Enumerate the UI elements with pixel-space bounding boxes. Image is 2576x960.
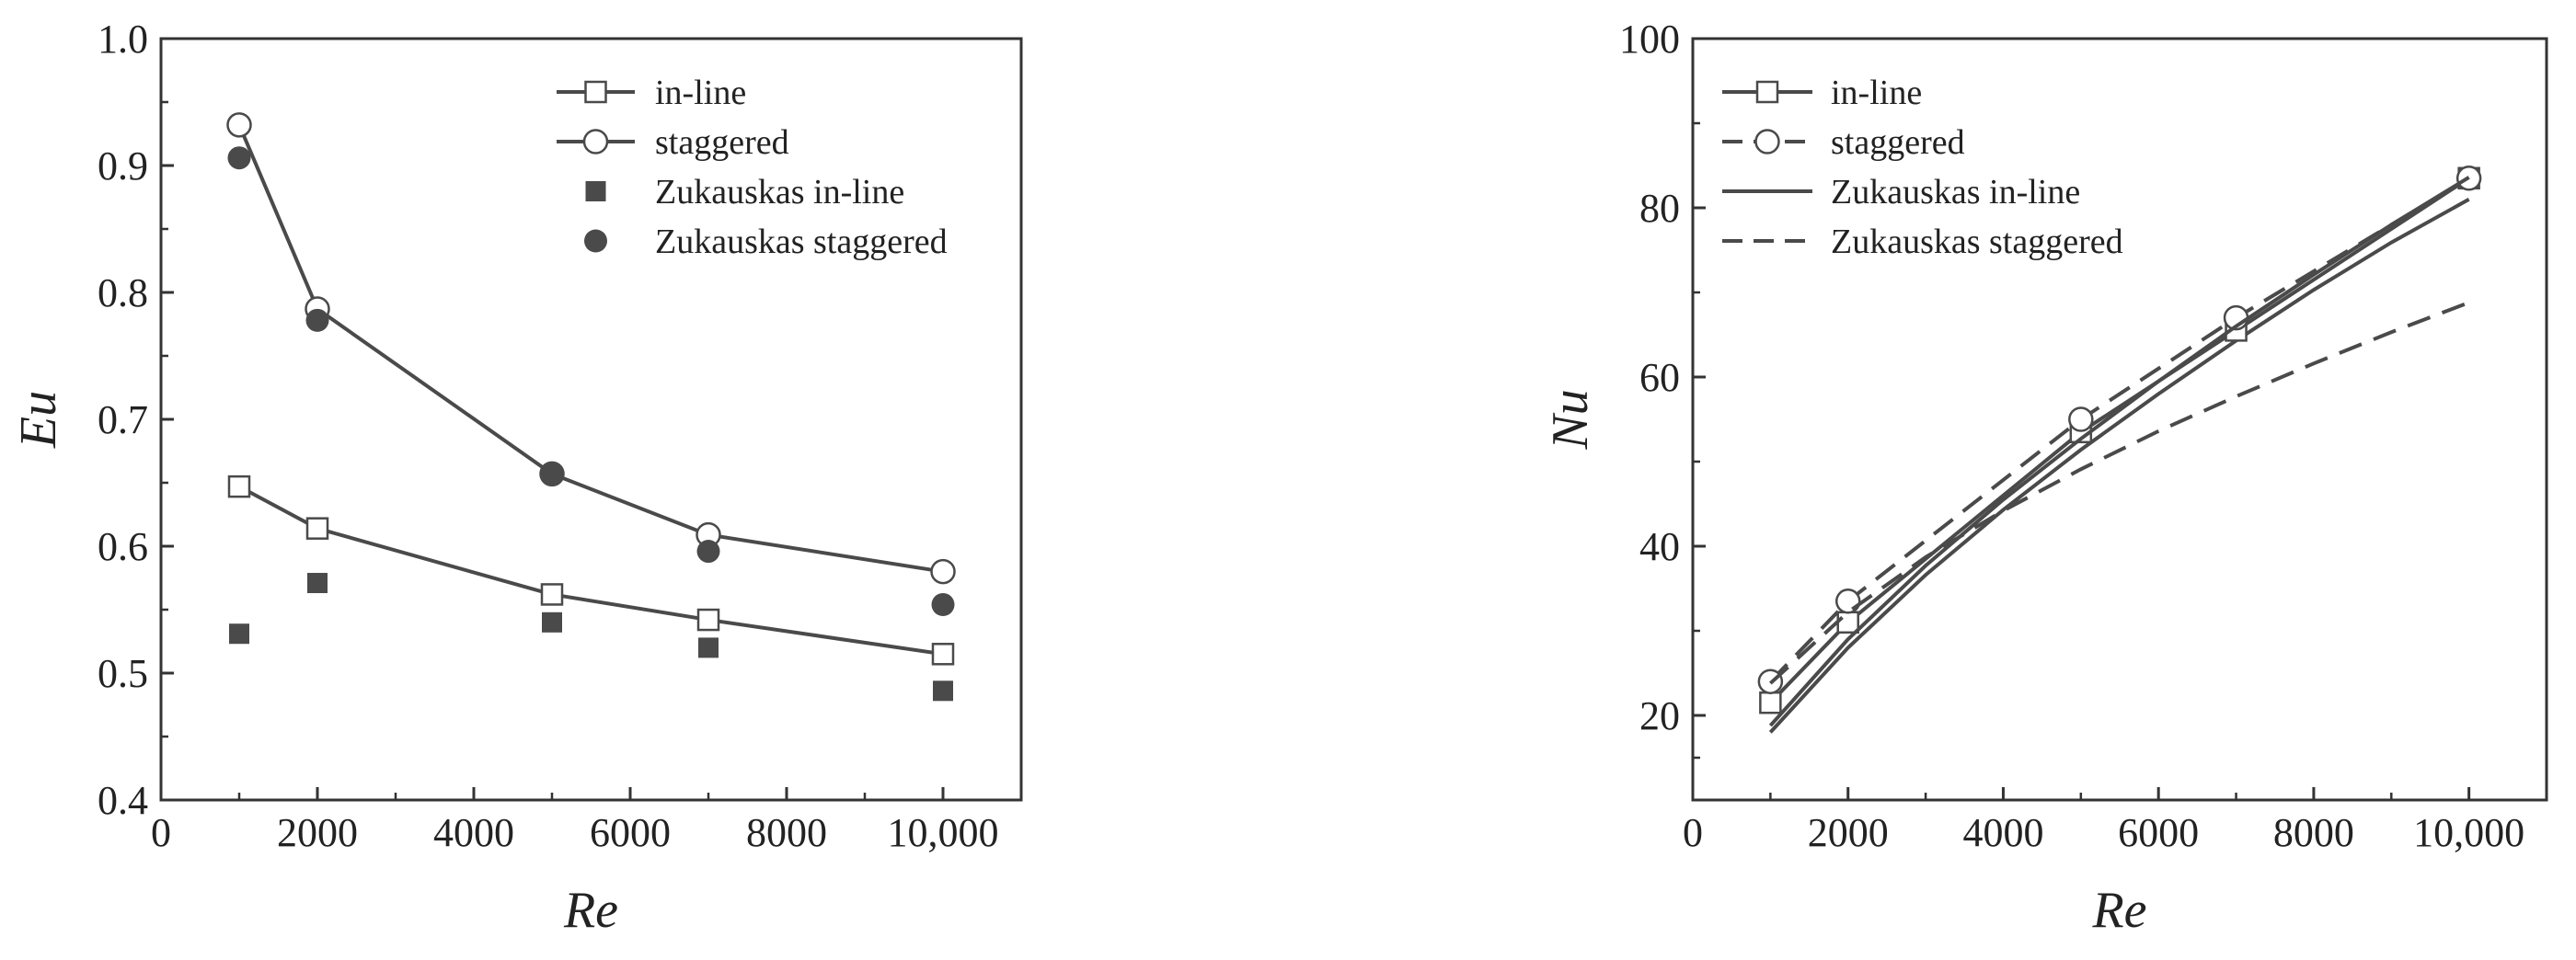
- legend-item: Zukauskas staggered: [584, 223, 948, 261]
- legend-marker: [584, 80, 607, 104]
- legend-label: in-line: [1831, 74, 1922, 112]
- x-tick-label: 0: [151, 810, 171, 855]
- legend-label: staggered: [655, 123, 789, 162]
- legend-marker: [584, 229, 607, 253]
- data-point: [227, 474, 251, 498]
- y-tick-label: 0.8: [98, 270, 148, 315]
- y-tick-label: 0.7: [98, 397, 148, 442]
- legend-item: Zukauskas in-line: [1722, 173, 2080, 211]
- data-point: [1834, 589, 1861, 614]
- series-zukauskas-staggered: [1769, 301, 2470, 685]
- legend-item: staggered: [557, 123, 789, 162]
- legend-label: Zukauskas staggered: [655, 223, 948, 261]
- data-point: [307, 573, 328, 594]
- series-line: [238, 485, 944, 657]
- y-tick-label: 1.0: [98, 17, 148, 62]
- series-in-line: [227, 474, 955, 666]
- data-point: [540, 462, 564, 486]
- legend: in-line staggered Zukauskas in-line Zukausk…: [1722, 74, 2123, 261]
- legend-marker: [1755, 80, 1779, 104]
- data-point: [229, 623, 249, 645]
- x-tick-label: 4000: [433, 810, 514, 855]
- x-tick-label: 10,000: [2413, 810, 2524, 855]
- data-point: [933, 680, 953, 702]
- y-axis: 0.4 0.5 0.6 0.7 0.8 0.9 1.0: [98, 17, 174, 823]
- x-tick-label: 10,000: [888, 810, 999, 855]
- y-tick-label: 100: [1619, 17, 1680, 62]
- series-zukauskas-staggered: [227, 146, 955, 616]
- legend-marker: [1754, 129, 1780, 154]
- eu-chart: 0 2000 4000 6000 8000 10,0000.40.50.60.70.80.…: [10, 17, 1023, 939]
- y-tick-label: 20: [1639, 693, 1680, 738]
- x-tick-label: 2000: [277, 810, 358, 855]
- y-axis: 20 40 60 80 100: [1619, 17, 1706, 760]
- data-point: [226, 112, 252, 138]
- series-line: [1768, 176, 2470, 727]
- y-tick-label: 0.9: [98, 143, 148, 189]
- data-point: [931, 643, 955, 666]
- legend-label: staggered: [1831, 123, 1965, 162]
- nu-chart: 0 2000 4000 6000 8000 10,000 20 40 60 80 100 Re Nu in…: [1542, 17, 2548, 939]
- data-point: [1836, 611, 1859, 634]
- legend-item: Zukauskas in-line: [585, 173, 904, 211]
- y-tick-label: 80: [1639, 186, 1680, 231]
- legend-item: in-line: [1722, 74, 1922, 112]
- y-tick-label: 0.4: [98, 778, 148, 823]
- legend: in-line staggered Zukauskas in-line Zukausk…: [557, 74, 948, 261]
- data-point: [696, 540, 720, 564]
- x-tick-label: 8000: [746, 810, 827, 855]
- legend-marker: [585, 181, 606, 201]
- legend-label: in-line: [655, 74, 746, 112]
- x-axis-title: Re: [2091, 882, 2146, 939]
- series-zukauskas-in-line: [229, 573, 953, 702]
- legend-marker: [582, 129, 609, 154]
- x-tick-label: 2000: [1808, 810, 1889, 855]
- data-point: [305, 308, 329, 332]
- y-tick-label: 60: [1639, 355, 1680, 400]
- x-tick-label: 6000: [590, 810, 671, 855]
- series-line: [1769, 301, 2470, 685]
- data-point: [542, 611, 562, 633]
- series-zukauskas-in-line: [1768, 176, 2470, 727]
- x-tick-label: 6000: [2118, 810, 2199, 855]
- data-point: [698, 637, 719, 658]
- x-tick-label: 0: [1683, 810, 1703, 855]
- data-point: [227, 146, 251, 170]
- y-tick-label: 0.5: [98, 651, 148, 696]
- y-axis-title: Eu: [10, 391, 67, 449]
- data-point: [930, 558, 956, 585]
- x-tick-label: 4000: [1962, 810, 2043, 855]
- y-tick-label: 0.6: [98, 524, 148, 569]
- legend-item: Zukauskas staggered: [1722, 223, 2123, 261]
- data-point: [931, 592, 955, 616]
- legend-label: Zukauskas staggered: [1831, 223, 2123, 261]
- plot-frame: [1691, 37, 2548, 802]
- legend-item: staggered: [1722, 123, 1965, 162]
- legend-label: Zukauskas in-line: [655, 173, 904, 211]
- data-point: [2068, 406, 2094, 432]
- x-axis: 0 2000 4000 6000 8000 10,000: [1683, 787, 2524, 855]
- legend-item: in-line: [557, 74, 746, 112]
- data-point: [696, 608, 720, 632]
- data-point: [1759, 691, 1782, 714]
- y-tick-label: 40: [1639, 524, 1680, 569]
- data-point: [305, 517, 329, 540]
- data-point: [540, 583, 564, 606]
- x-axis-title: Re: [563, 882, 618, 939]
- x-tick-label: 8000: [2273, 810, 2354, 855]
- legend-label: Zukauskas in-line: [1831, 173, 2080, 211]
- y-axis-title: Nu: [1542, 389, 1599, 450]
- x-axis: 0 2000 4000 6000 8000 10,000: [151, 787, 999, 855]
- extra-solid-curve: [1768, 198, 2470, 734]
